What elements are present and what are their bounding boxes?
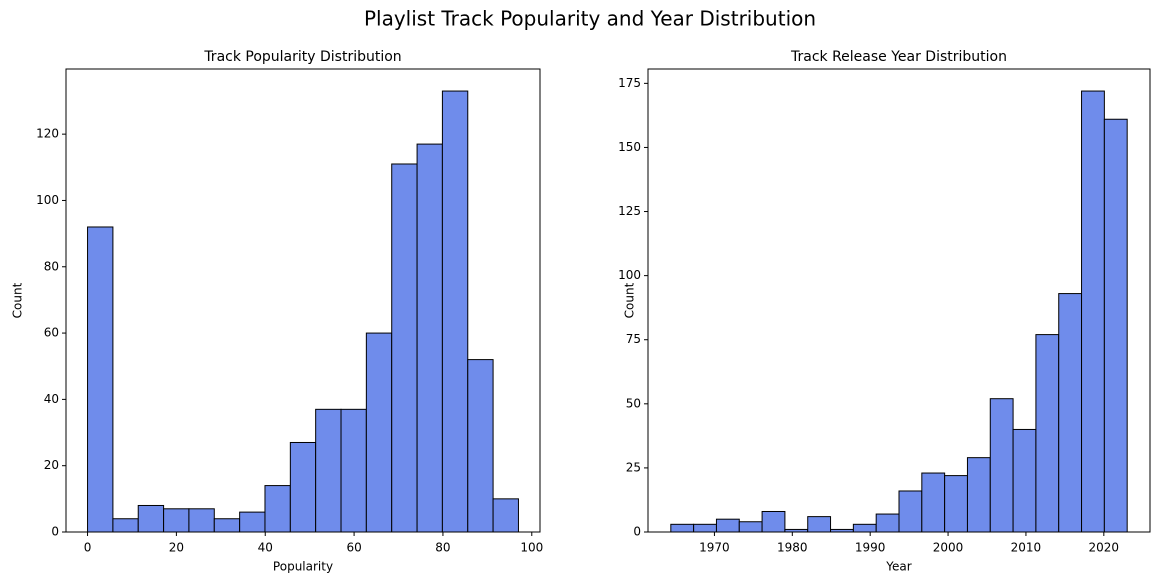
y-tick-label: 150 (618, 140, 641, 154)
y-tick-label: 40 (44, 392, 59, 406)
bar (188, 508, 215, 533)
bar (738, 521, 763, 533)
plot-frame (647, 68, 1151, 533)
bar (340, 408, 367, 533)
bar (807, 516, 832, 533)
x-tick-label: 100 (520, 541, 543, 555)
bar (761, 510, 786, 533)
bar (898, 490, 923, 533)
bar (921, 472, 946, 533)
x-tick-label: 60 (346, 541, 361, 555)
x-tick-label: 2020 (1089, 541, 1120, 555)
bar (852, 523, 877, 533)
bar (966, 457, 991, 533)
figure-title: Playlist Track Popularity and Year Distr… (364, 7, 816, 31)
y-tick-label: 0 (51, 525, 59, 539)
x-tick-label: 2010 (1011, 541, 1042, 555)
bar (715, 518, 740, 533)
x-tick-label: 40 (258, 541, 273, 555)
y-tick-label: 175 (618, 76, 641, 90)
x-tick-label: 20 (169, 541, 184, 555)
bar (441, 90, 469, 533)
y-tick-label: 60 (44, 326, 59, 340)
bar (1035, 334, 1060, 533)
bar (264, 485, 291, 533)
bar (213, 518, 241, 533)
y-tick-label: 120 (36, 127, 59, 141)
y-tick-label: 50 (626, 396, 641, 410)
bar (112, 518, 139, 533)
y-tick-label: 100 (618, 268, 641, 282)
x-tick-label: 1970 (699, 541, 730, 555)
y-axis-label: Count (623, 282, 637, 318)
y-tick-label: 20 (44, 458, 59, 472)
bar (1058, 293, 1083, 533)
bar (87, 226, 114, 533)
bar (239, 511, 266, 533)
bar (365, 332, 393, 533)
y-tick-label: 80 (44, 259, 59, 273)
bar (1012, 428, 1037, 533)
bar (137, 504, 165, 533)
bar (416, 143, 443, 533)
bar (492, 498, 519, 533)
bar (670, 523, 695, 533)
plot-frame (65, 68, 541, 533)
x-axis-label: Year (885, 560, 911, 574)
x-tick-label: 1990 (855, 541, 886, 555)
y-tick-label: 125 (618, 204, 641, 218)
bar (693, 523, 717, 533)
y-tick-label: 100 (36, 193, 59, 207)
y-tick-label: 25 (626, 460, 641, 474)
bar (989, 398, 1014, 533)
x-axis-label: Popularity (273, 560, 333, 574)
bar (1103, 118, 1128, 533)
chart-title: Track Popularity Distribution (203, 49, 401, 65)
y-axis-label: Count (11, 282, 25, 318)
bar (944, 475, 968, 533)
bar (1081, 90, 1105, 533)
bar (289, 441, 317, 533)
bar (315, 408, 342, 533)
bar (467, 359, 494, 533)
bar (163, 508, 190, 533)
y-tick-label: 0 (633, 525, 641, 539)
x-tick-label: 2000 (933, 541, 964, 555)
chart-title: Track Release Year Distribution (790, 49, 1007, 65)
y-tick-label: 75 (626, 332, 641, 346)
bar (391, 163, 418, 533)
bar (875, 513, 900, 533)
x-tick-label: 1980 (777, 541, 808, 555)
x-tick-label: 0 (84, 541, 92, 555)
x-tick-label: 80 (435, 541, 450, 555)
